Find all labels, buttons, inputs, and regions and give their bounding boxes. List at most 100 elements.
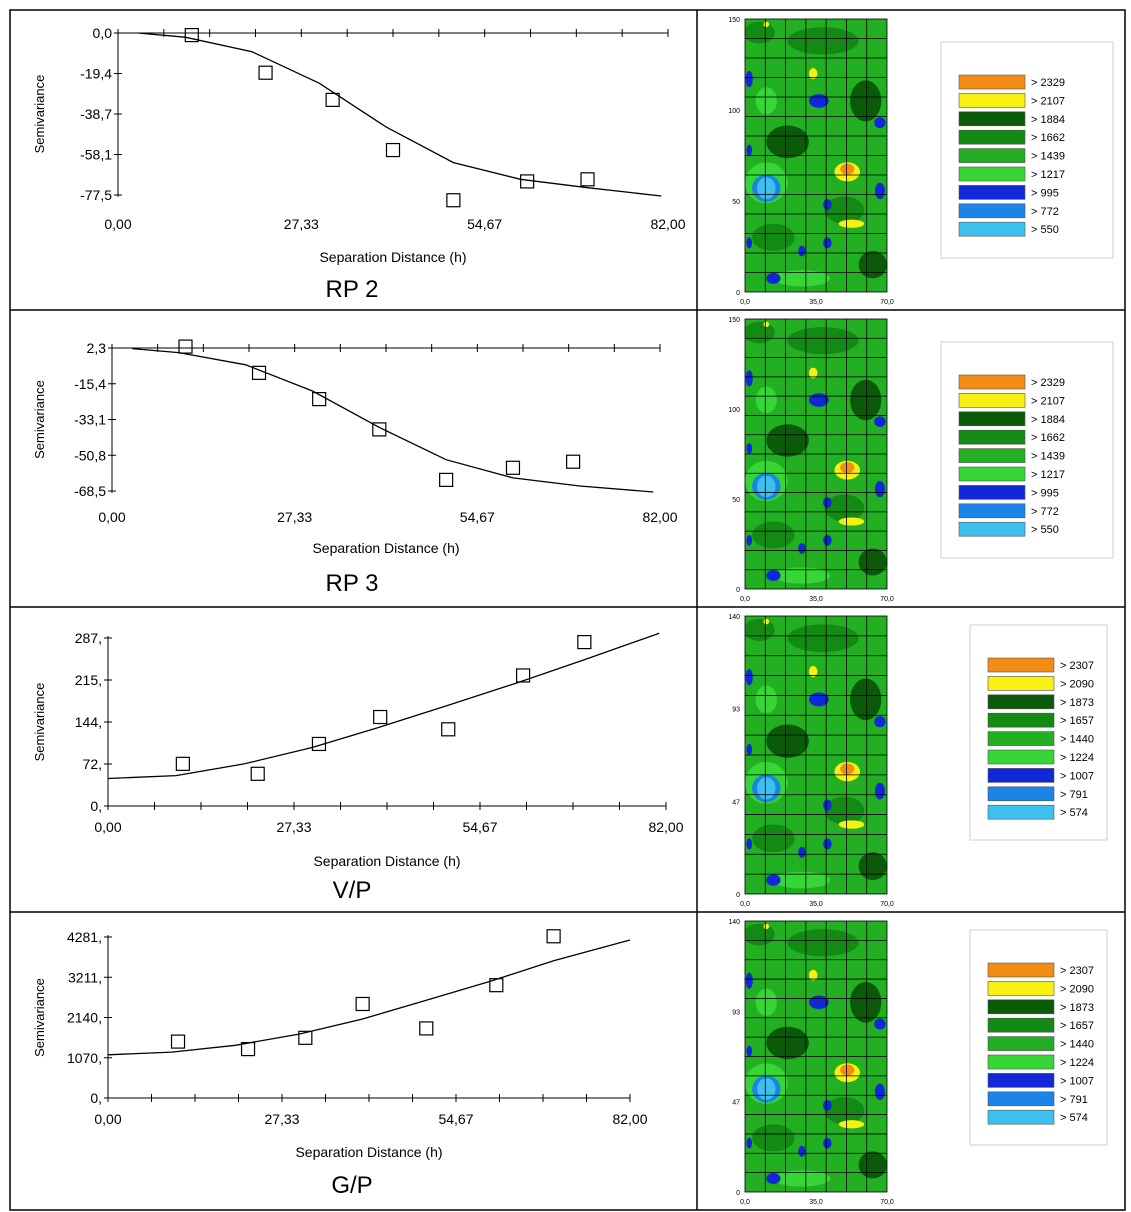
x-axis-title: Separation Distance (h) <box>313 853 460 869</box>
contour-zone <box>798 846 806 858</box>
contour-zone <box>840 462 855 473</box>
y-tick-label: -33,1 <box>74 412 106 428</box>
map-x-tick-label: 0,0 <box>740 299 750 306</box>
map-y-tick-label: 50 <box>732 199 740 206</box>
legend-swatch <box>958 185 1026 200</box>
table-border <box>9 9 1126 1211</box>
contour-zone <box>763 618 770 625</box>
row-caption: RP 3 <box>326 570 379 597</box>
contour-zone <box>773 567 831 584</box>
contour-zone <box>838 1120 865 1129</box>
variogram-chart-2: 2,3 -15,4 -33,1 -50,8 -68,5 0,00 27,33 54,67 82,… <box>32 339 678 597</box>
legend-swatch <box>987 657 1055 673</box>
legend-swatch <box>958 521 1026 537</box>
x-tick-label: 0,00 <box>94 819 121 835</box>
contour-zone <box>766 424 809 457</box>
contour-zone <box>874 481 885 498</box>
map-x-tick-label: 35,0 <box>809 1199 823 1206</box>
kriging-map-2: 150 100 50 00,0 35,0 70,0 <box>728 317 894 603</box>
map-x-tick-label: 35,0 <box>809 596 823 603</box>
contour-zone <box>766 1026 809 1060</box>
y-tick-label: 0, <box>90 798 102 814</box>
y-tick-label: 287, <box>75 630 102 646</box>
x-tick-label: 54,67 <box>460 509 495 525</box>
map-y-tick-label: 150 <box>728 17 740 24</box>
contour-zone <box>840 1064 855 1076</box>
map-x-tick-label: 35,0 <box>809 901 823 908</box>
legend-label: > 1884 <box>1031 114 1065 126</box>
row-caption: RP 2 <box>326 276 379 303</box>
contour-zone <box>823 535 832 546</box>
contour-zone <box>755 87 777 115</box>
legend-swatch <box>987 981 1055 996</box>
contour-zone <box>773 270 831 287</box>
contour-zone <box>766 272 781 284</box>
contour-zone <box>823 497 832 508</box>
legend-swatch <box>987 694 1055 710</box>
x-axis-title: Separation Distance (h) <box>295 1144 442 1160</box>
data-point <box>441 722 456 737</box>
map-legend-4: > 2307 > 2090 > 1873 > 1657 > 1440 > 1224 > 10… <box>969 929 1108 1146</box>
data-point <box>372 422 387 437</box>
legend-label: > 1224 <box>1060 752 1094 764</box>
data-point <box>178 339 193 354</box>
x-tick-label: 82,00 <box>650 216 685 232</box>
row-caption: G/P <box>331 1172 372 1199</box>
legend-label: > 1007 <box>1060 770 1094 782</box>
contour-zone <box>874 416 886 427</box>
contour-zone <box>763 923 770 930</box>
y-tick-label: 1070, <box>67 1050 102 1066</box>
contour-zone <box>755 685 777 714</box>
contour-zone <box>808 969 818 981</box>
contour-zone <box>745 618 775 642</box>
contour-zone <box>840 763 855 775</box>
map-y-tick-label: 0 <box>736 892 740 899</box>
legend-swatch <box>987 749 1055 765</box>
data-point <box>439 472 454 487</box>
map-y-tick-label: 47 <box>732 799 740 806</box>
map-y-tick-label: 140 <box>728 919 740 926</box>
contour-zone <box>858 251 887 279</box>
data-point <box>240 1042 256 1057</box>
legend-label: > 2329 <box>1031 77 1065 89</box>
variogram-chart-1: 0,0 -19,4 -38,7 -58,1 -77,5 0,00 27,33 54,67 82,… <box>32 25 686 303</box>
x-tick-label: 54,67 <box>462 819 497 835</box>
map-x-tick-label: 70,0 <box>880 901 894 908</box>
legend-label: > 1007 <box>1060 1075 1094 1087</box>
map-y-tick-label: 50 <box>732 497 740 504</box>
contour-zone <box>823 838 832 850</box>
contour-zone <box>808 94 829 108</box>
map-y-tick-label: 140 <box>728 614 740 621</box>
contour-zone <box>755 386 777 414</box>
contour-zone <box>746 1045 753 1057</box>
kriging-map-1: 150 100 50 00,0 35,0 70,0 <box>728 17 894 306</box>
legend-swatch <box>958 93 1026 108</box>
row-caption: V/P <box>333 877 372 904</box>
legend-label: > 2307 <box>1060 660 1094 672</box>
legend-label: > 2107 <box>1031 395 1065 407</box>
map-x-tick-label: 70,0 <box>880 299 894 306</box>
legend-swatch <box>958 466 1026 482</box>
legend-label: > 1873 <box>1060 697 1094 709</box>
legend-label: > 1217 <box>1031 169 1065 181</box>
model-curve <box>107 939 631 1056</box>
legend-swatch <box>987 712 1055 728</box>
x-tick-label: 0,00 <box>98 509 125 525</box>
contour-zone <box>746 838 753 850</box>
contour-zone <box>766 125 809 159</box>
contour-zone <box>850 379 882 421</box>
contour-zone <box>757 1078 776 1100</box>
legend-label: > 2107 <box>1031 95 1065 107</box>
contour-zone <box>787 27 859 55</box>
variogram-chart-4: 4281, 3211, 2140, 1070, 0, 0,00 27,33 54,67 82,0… <box>32 929 648 1199</box>
legend-label: > 1217 <box>1031 469 1065 481</box>
legend-swatch <box>987 786 1055 802</box>
data-point <box>546 929 561 944</box>
data-point <box>184 27 199 43</box>
x-tick-label: 27,33 <box>264 1111 299 1127</box>
map-y-tick-label: 150 <box>728 317 740 324</box>
y-tick-label: 2,3 <box>87 340 107 356</box>
y-tick-label: 0,0 <box>93 25 113 41</box>
contour-zone <box>766 570 781 581</box>
